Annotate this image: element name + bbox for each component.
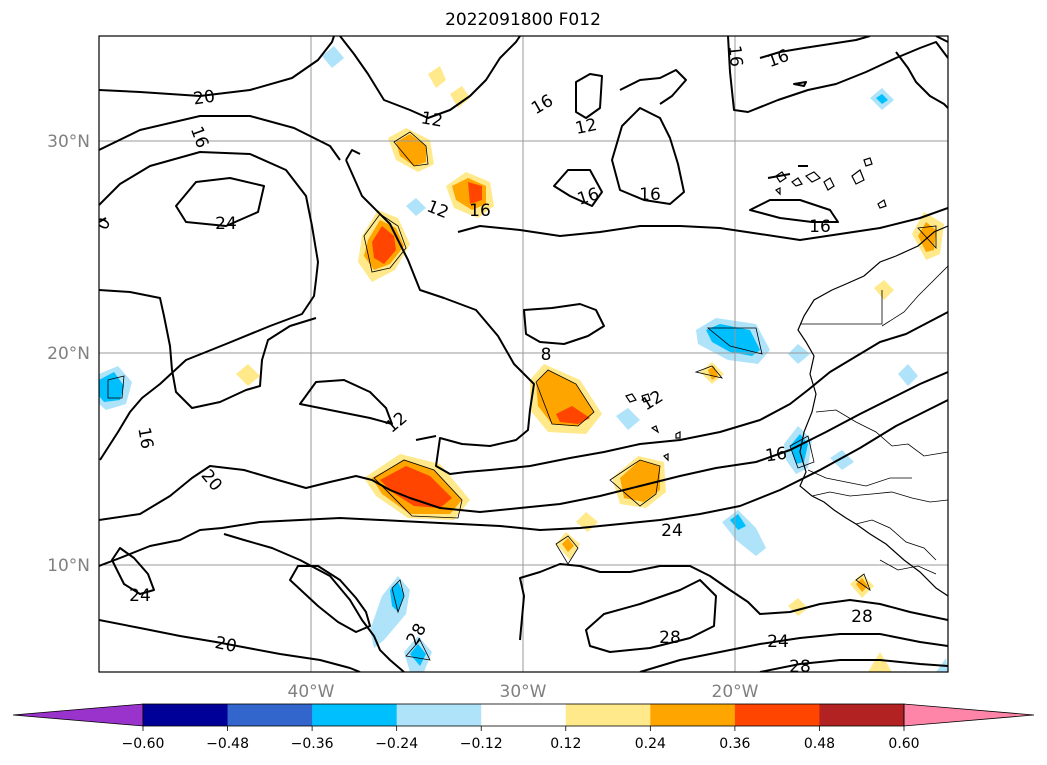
longitude-labels: 40°W 30°W 20°W [288,682,759,702]
contour-label: 16 [469,201,491,221]
colorbar-bin [396,704,482,726]
contour-label: 12 [574,115,599,139]
colorbar-tick-label: 0.48 [804,736,835,752]
contour-label: 24 [661,521,683,541]
colorbar-extend-low [12,703,144,727]
lon-label-20w: 20°W [712,682,759,702]
colorbar-tick-label: 0.60 [888,736,919,752]
colorbar-tick-label: −0.36 [291,736,334,752]
colorbar-bin [565,704,651,726]
contour-label: 16 [639,185,661,205]
colorbar-extend-high [903,703,1035,727]
colorbar-bin [227,704,313,726]
colorbar-bin [819,704,905,726]
colorbar-frame [142,703,905,727]
colorbar-bin [481,704,567,726]
coastlines [625,157,948,597]
lon-label-30w: 30°W [500,682,547,702]
contour-label: 24 [129,586,151,606]
colorbar-tick-label: 0.12 [550,736,581,752]
shading-outlines [107,131,937,661]
contour-label: 8 [541,345,552,365]
colorbar-tick-label: −0.24 [375,736,418,752]
contour-label: 20 [192,87,216,110]
contour-label: 12 [419,108,444,131]
positive-shading [236,66,944,672]
map-panel: 20 16 0 24 12 16 16 12 16 12 16 16 16 8 … [98,35,949,677]
contour-label: 24 [767,632,789,652]
map-frame [98,35,949,673]
contour-label: 16 [764,444,788,467]
colorbar-tick-label: −0.12 [460,736,503,752]
colorbar-ticks: −0.60 −0.48 −0.36 −0.24 −0.12 0.12 0.24 0.36 0.4… [122,726,920,752]
lat-label-30n: 30°N [47,132,90,152]
colorbar-tick-label: 0.24 [635,736,666,752]
contour-label: 28 [851,607,873,627]
colorbar-bin [143,704,229,726]
lat-label-20n: 20°N [47,344,90,364]
colorbar-tick-label: −0.48 [206,736,249,752]
contour-label: 16 [133,426,156,451]
contour-label: 28 [789,657,811,677]
contour-lines [99,36,948,672]
colorbar-tick-label: −0.60 [122,736,165,752]
latitude-labels: 30°N 20°N 10°N [47,132,90,576]
shaded-fields [99,46,948,672]
colorbar: −0.60 −0.48 −0.36 −0.24 −0.12 0.12 0.24 0.36 0.4… [12,703,1035,752]
contour-label: 28 [659,628,681,648]
colorbar-tick-label: 0.36 [719,736,750,752]
figure-title: 2022091800 F012 [445,10,601,30]
colorbar-bins [12,703,1035,727]
lon-label-40w: 40°W [288,682,335,702]
colorbar-bin [650,704,736,726]
colorbar-bin [312,704,398,726]
contour-label: 16 [809,217,831,237]
lat-label-10n: 10°N [47,556,90,576]
contour-label: 20 [213,633,238,657]
colorbar-bin [734,704,820,726]
contour-label: 24 [215,214,237,234]
contour-label: 16 [724,44,746,68]
